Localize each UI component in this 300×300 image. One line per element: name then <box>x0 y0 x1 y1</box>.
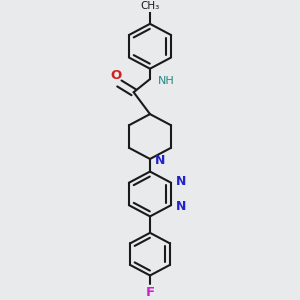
Text: N: N <box>176 176 186 188</box>
Text: NH: NH <box>158 76 174 86</box>
Text: F: F <box>146 286 154 298</box>
Text: N: N <box>155 154 166 167</box>
Text: N: N <box>176 200 186 212</box>
Text: CH₃: CH₃ <box>140 1 160 11</box>
Text: O: O <box>110 69 122 82</box>
